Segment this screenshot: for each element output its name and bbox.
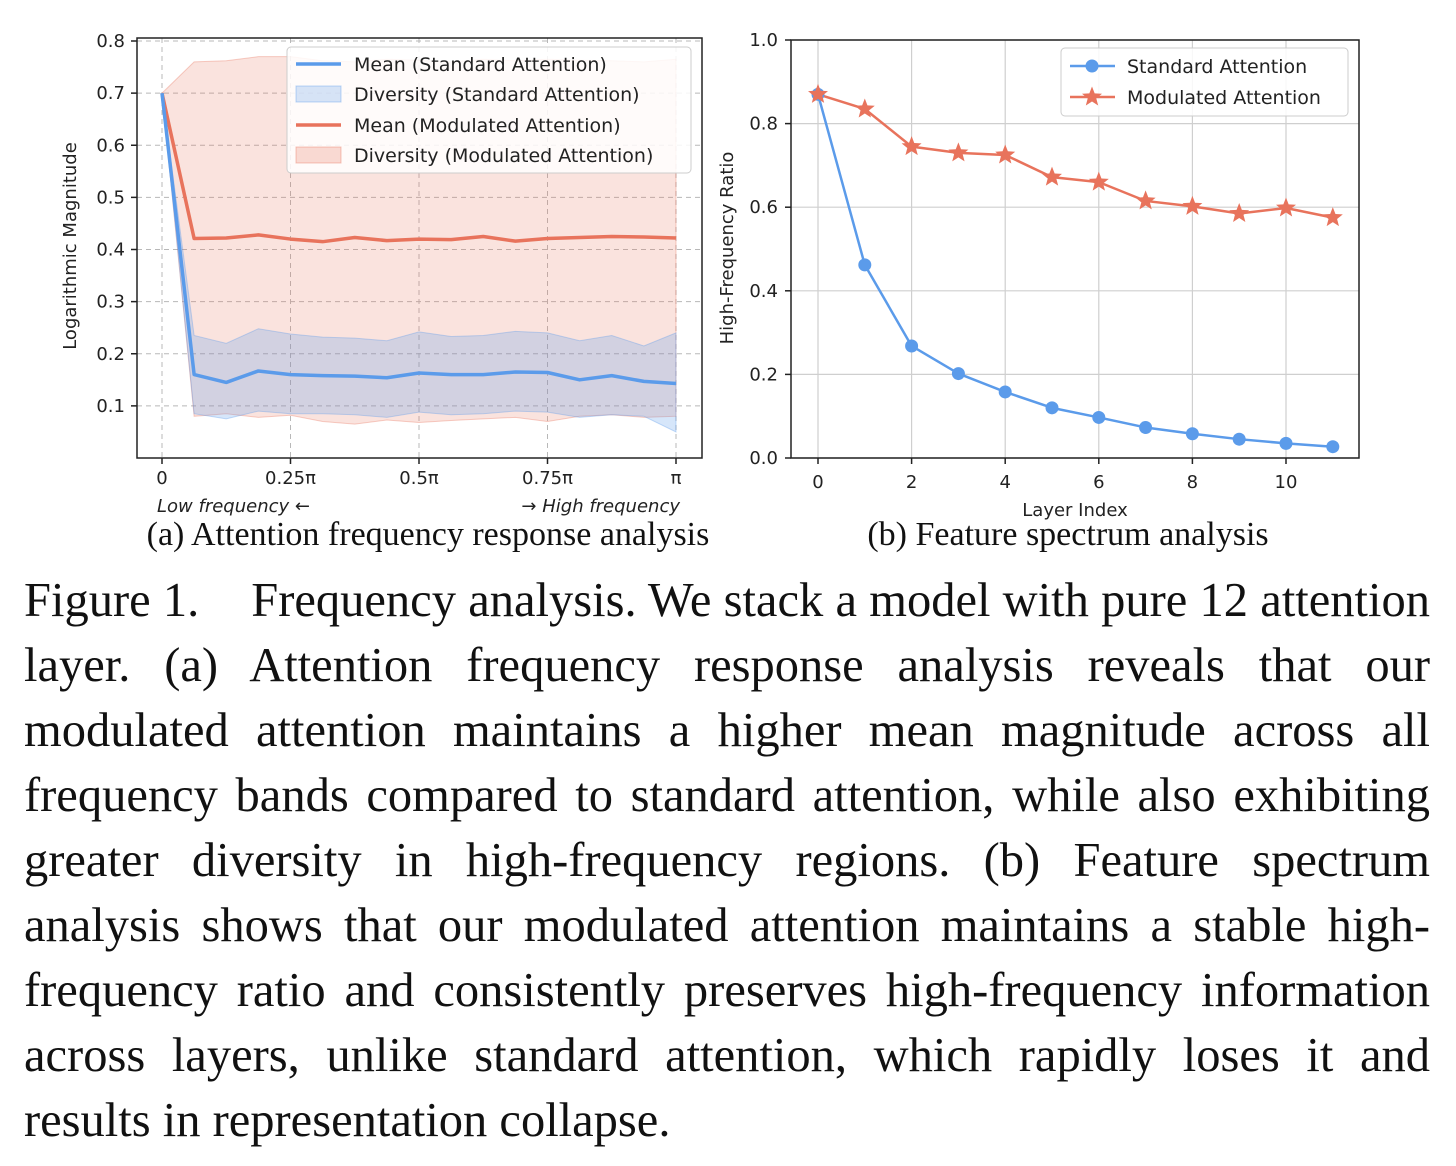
y-tick-label: 0.1 [96,396,125,417]
x-tick-label: π [671,468,682,489]
data-point-standard [1326,440,1340,454]
data-point-modulated [854,98,875,118]
subcaption-a: (a) Attention frequency response analysi… [147,516,710,553]
data-point-standard [905,339,919,353]
data-point-modulated [1182,195,1203,215]
legend-b: Standard Attention Modulated Attention [1060,47,1349,117]
data-point-standard [1185,427,1199,441]
x-tick-label: 4 [999,472,1010,493]
low-frequency-note: Low frequency ← [157,496,310,517]
data-point-modulated [948,142,969,162]
x-tick-label: 8 [1187,472,1198,493]
x-axis-label: Layer Index [1022,500,1128,521]
legend-marker-star [1082,86,1102,106]
y-tick-label: 0.0 [749,448,778,469]
data-point-modulated [901,136,922,156]
mean-line [160,92,677,244]
y-tick-label: 0.3 [96,292,125,313]
y-tick-label: 0.6 [749,197,778,218]
high-frequency-note: → High frequency [521,496,680,517]
chart-a-frequency-response: 0 0.25π 0.5π 0.75π π 0.1 0.2 0.3 0.4 0.5 0.6 0.7 0.8… [60,31,703,517]
figure: 0 0.25π 0.5π 0.75π π 0.1 0.2 0.3 0.4 0.5 0.6 0.7 0.8… [60,30,1360,553]
plot-frame [790,39,1360,459]
data-point-modulated [1276,197,1296,217]
y-tick-label: 0.7 [96,83,125,104]
legend-label: Diversity (Standard Attention) [354,84,640,106]
data-point-modulated [1229,202,1250,222]
legend-label: Mean (Standard Attention) [354,54,607,76]
data-point-standard [951,367,965,381]
data-point-standard [1232,432,1246,446]
data-point-modulated [1135,190,1156,210]
x-tick-label: 0 [812,472,823,493]
data-point-standard [998,385,1012,399]
x-tick-label: 0.5π [399,468,439,489]
subcaption-b: (b) Feature spectrum analysis [867,516,1268,553]
y-tick-label: 0.4 [96,240,125,261]
y-tick-label: 0.8 [96,31,125,52]
figure-label: Figure 1. [24,574,200,627]
x-tick-label: 0.25π [265,468,316,489]
y-tick-label: 0.5 [96,187,125,208]
y-tick-label: 0.2 [96,344,125,365]
y-axis-label: Logarithmic Magnitude [60,142,81,350]
data-point-standard [1139,420,1153,434]
x-tick-label: 10 [1275,472,1298,493]
y-tick-label: 1.0 [749,30,778,51]
data-point-modulated [808,83,828,103]
x-tick-label: 0 [156,468,167,489]
series-line [817,93,1334,219]
legend-band-swatch [295,146,342,164]
data-point-modulated [1042,166,1062,186]
legend-marker-circle [1085,59,1099,73]
series-line [816,94,1333,448]
y-axis-label: High-Frequency Ratio [717,152,738,345]
legend-label: Standard Attention [1127,56,1307,78]
legend-band-swatch [295,85,342,103]
legend-label: Mean (Modulated Attention) [354,115,621,137]
legend-label: Diversity (Modulated Attention) [354,145,653,167]
y-tick-label: 0.4 [749,281,778,302]
mean-line [160,92,677,386]
data-point-standard [1045,401,1059,415]
y-tick-label: 0.8 [749,114,778,135]
y-tick-label: 0.2 [749,364,778,385]
data-point-standard [858,258,872,272]
x-tick-label: 2 [906,472,917,493]
legend-box [286,46,692,174]
y-tick-label: 0.6 [96,135,125,156]
chart-b-feature-spectrum: 0 2 4 6 8 10 0.0 0.2 0.4 0.6 0.8 1.0 High-Frequency … [717,30,1360,521]
caption-text: Frequency analysis. We stack a model wit… [24,574,1430,1147]
data-point-modulated [1088,171,1109,191]
x-tick-label: 0.75π [522,468,573,489]
figure-caption: Figure 1. Frequency analysis. We stack a … [24,568,1430,1153]
legend-label: Modulated Attention [1127,87,1321,109]
data-point-standard [1092,410,1106,424]
data-point-modulated [995,144,1016,164]
x-tick-label: 6 [1093,472,1104,493]
data-point-modulated [1322,207,1343,227]
legend-box [1060,47,1349,117]
legend-a: Mean (Standard Attention) Diversity (Stan… [286,46,692,174]
data-point-standard [1279,436,1293,450]
